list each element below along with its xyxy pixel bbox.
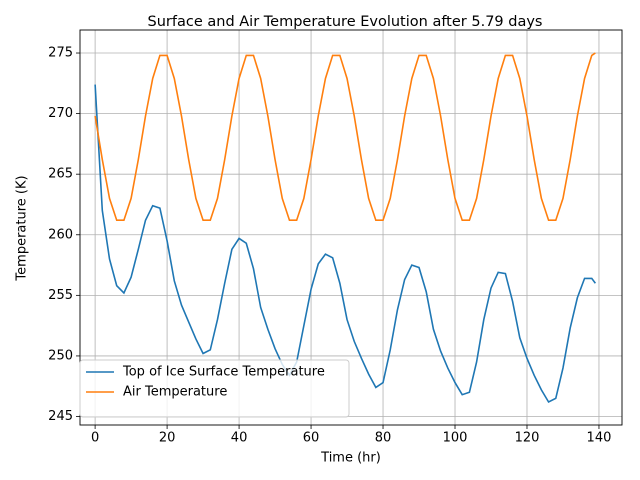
legend-label: Air Temperature: [123, 385, 227, 400]
y-tick-label: 260: [48, 227, 73, 242]
x-tick-label: 120: [515, 431, 540, 446]
legend-box: [79, 359, 350, 418]
y-tick-label: 270: [48, 106, 73, 121]
y-tick-label: 275: [48, 46, 73, 61]
x-tick-label: 80: [375, 431, 392, 446]
x-tick-label: 0: [91, 431, 99, 446]
x-tick-label: 40: [231, 431, 248, 446]
data-line: [94, 52, 596, 222]
y-tick-label: 250: [48, 348, 73, 363]
y-tick-label: 265: [48, 167, 73, 182]
y-tick-label: 245: [48, 409, 73, 424]
data-line: [94, 84, 597, 404]
x-tick-label: 100: [443, 431, 468, 446]
plot-frame: [79, 29, 623, 426]
x-tick-label: 20: [159, 431, 176, 446]
chart-title: Surface and Air Temperature Evolution af…: [148, 14, 543, 30]
y-tick-label: 255: [48, 288, 73, 303]
legend-label: Top of Ice Surface Temperature: [122, 365, 325, 380]
x-axis-label: Time (hr): [320, 451, 381, 466]
x-tick-label: 60: [303, 431, 320, 446]
x-tick-label: 140: [587, 431, 612, 446]
y-axis-label: Temperature (K): [15, 175, 30, 281]
